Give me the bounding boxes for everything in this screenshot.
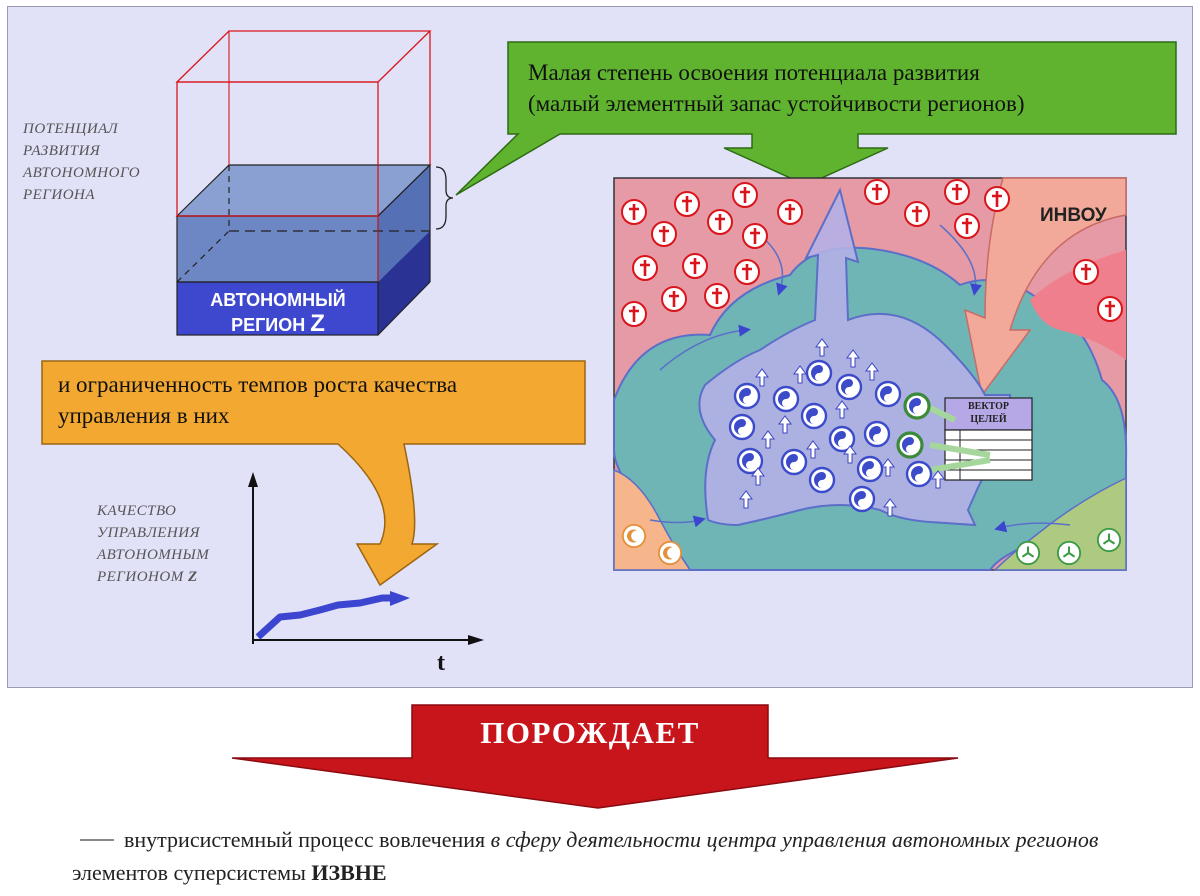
bottom-part2: в сферу деятельности центра управления а… [490, 827, 1099, 852]
yin-yang-icon [805, 359, 833, 387]
cross-icon [631, 254, 659, 282]
cross-icon [903, 200, 931, 228]
yin-yang-icon [780, 448, 808, 476]
crescent-icon [621, 523, 647, 549]
trefoil-icon [1096, 527, 1122, 553]
orange-callout [41, 360, 586, 587]
trefoil-icon [1015, 540, 1041, 566]
yin-yang-icon [905, 460, 933, 488]
orange-callout-text: и ограниченность темпов роста качества у… [58, 372, 458, 428]
cross-icon [1096, 295, 1124, 323]
region-map [613, 177, 1128, 571]
bottom-part4: ИЗВНЕ [311, 860, 387, 885]
cross-icon [731, 181, 759, 209]
cross-icon [983, 185, 1011, 213]
banner-label: ПОРОЖДАЕТ [480, 715, 700, 750]
yin-yang-icon [856, 455, 884, 483]
cross-icon [681, 252, 709, 280]
yin-yang-icon [896, 431, 924, 459]
green-callout-text: Малая степень освоения потенциала развит… [528, 60, 1025, 116]
generates-banner [231, 704, 959, 809]
cross-icon [741, 222, 769, 250]
cross-icon [703, 282, 731, 310]
cross-icon [620, 198, 648, 226]
bottom-part3: элементов суперсистемы [72, 860, 306, 885]
yin-yang-icon [863, 420, 891, 448]
yin-yang-icon [800, 402, 828, 430]
vector-table-title: ВЕКТОР ЦЕЛЕЙ [967, 401, 1009, 425]
axis-t-label: t [437, 650, 445, 676]
yin-yang-icon [874, 380, 902, 408]
potential-box [175, 30, 454, 336]
cross-icon [953, 212, 981, 240]
yin-yang-icon [733, 382, 761, 410]
yin-yang-icon [772, 385, 800, 413]
cross-icon [863, 178, 891, 206]
yin-yang-icon [903, 392, 931, 420]
cross-icon [620, 300, 648, 328]
region-box-label: АВТОНОМНЫЙ РЕГИОН Z [210, 290, 346, 337]
quality-label: КАЧЕСТВО УПРАВЛЕНИЯ АВТОНОМНЫМ РЕГИОНОМ … [97, 503, 210, 585]
bottom-part1: внутрисистемный процесс вовлечения [124, 827, 486, 852]
trefoil-icon [1056, 540, 1082, 566]
cross-icon [733, 258, 761, 286]
green-callout [455, 41, 1177, 196]
yin-yang-icon [835, 373, 863, 401]
crescent-icon [657, 540, 683, 566]
yin-yang-icon [728, 413, 756, 441]
cross-icon [943, 178, 971, 206]
cross-icon [650, 220, 678, 248]
quality-chart [248, 472, 484, 645]
yin-yang-icon [848, 485, 876, 513]
invou-label: ИНВОУ [1040, 205, 1107, 226]
potential-label: ПОТЕНЦИАЛ РАЗВИТИЯ АВТОНОМНОГО РЕГИОНА [23, 121, 141, 203]
cross-icon [776, 198, 804, 226]
cross-icon [673, 190, 701, 218]
cross-icon [1072, 258, 1100, 286]
cross-icon [660, 285, 688, 313]
cross-icon [706, 208, 734, 236]
bottom-statement: внутрисистемный процесс вовлечения в сфе… [72, 823, 1152, 889]
yin-yang-icon [808, 466, 836, 494]
